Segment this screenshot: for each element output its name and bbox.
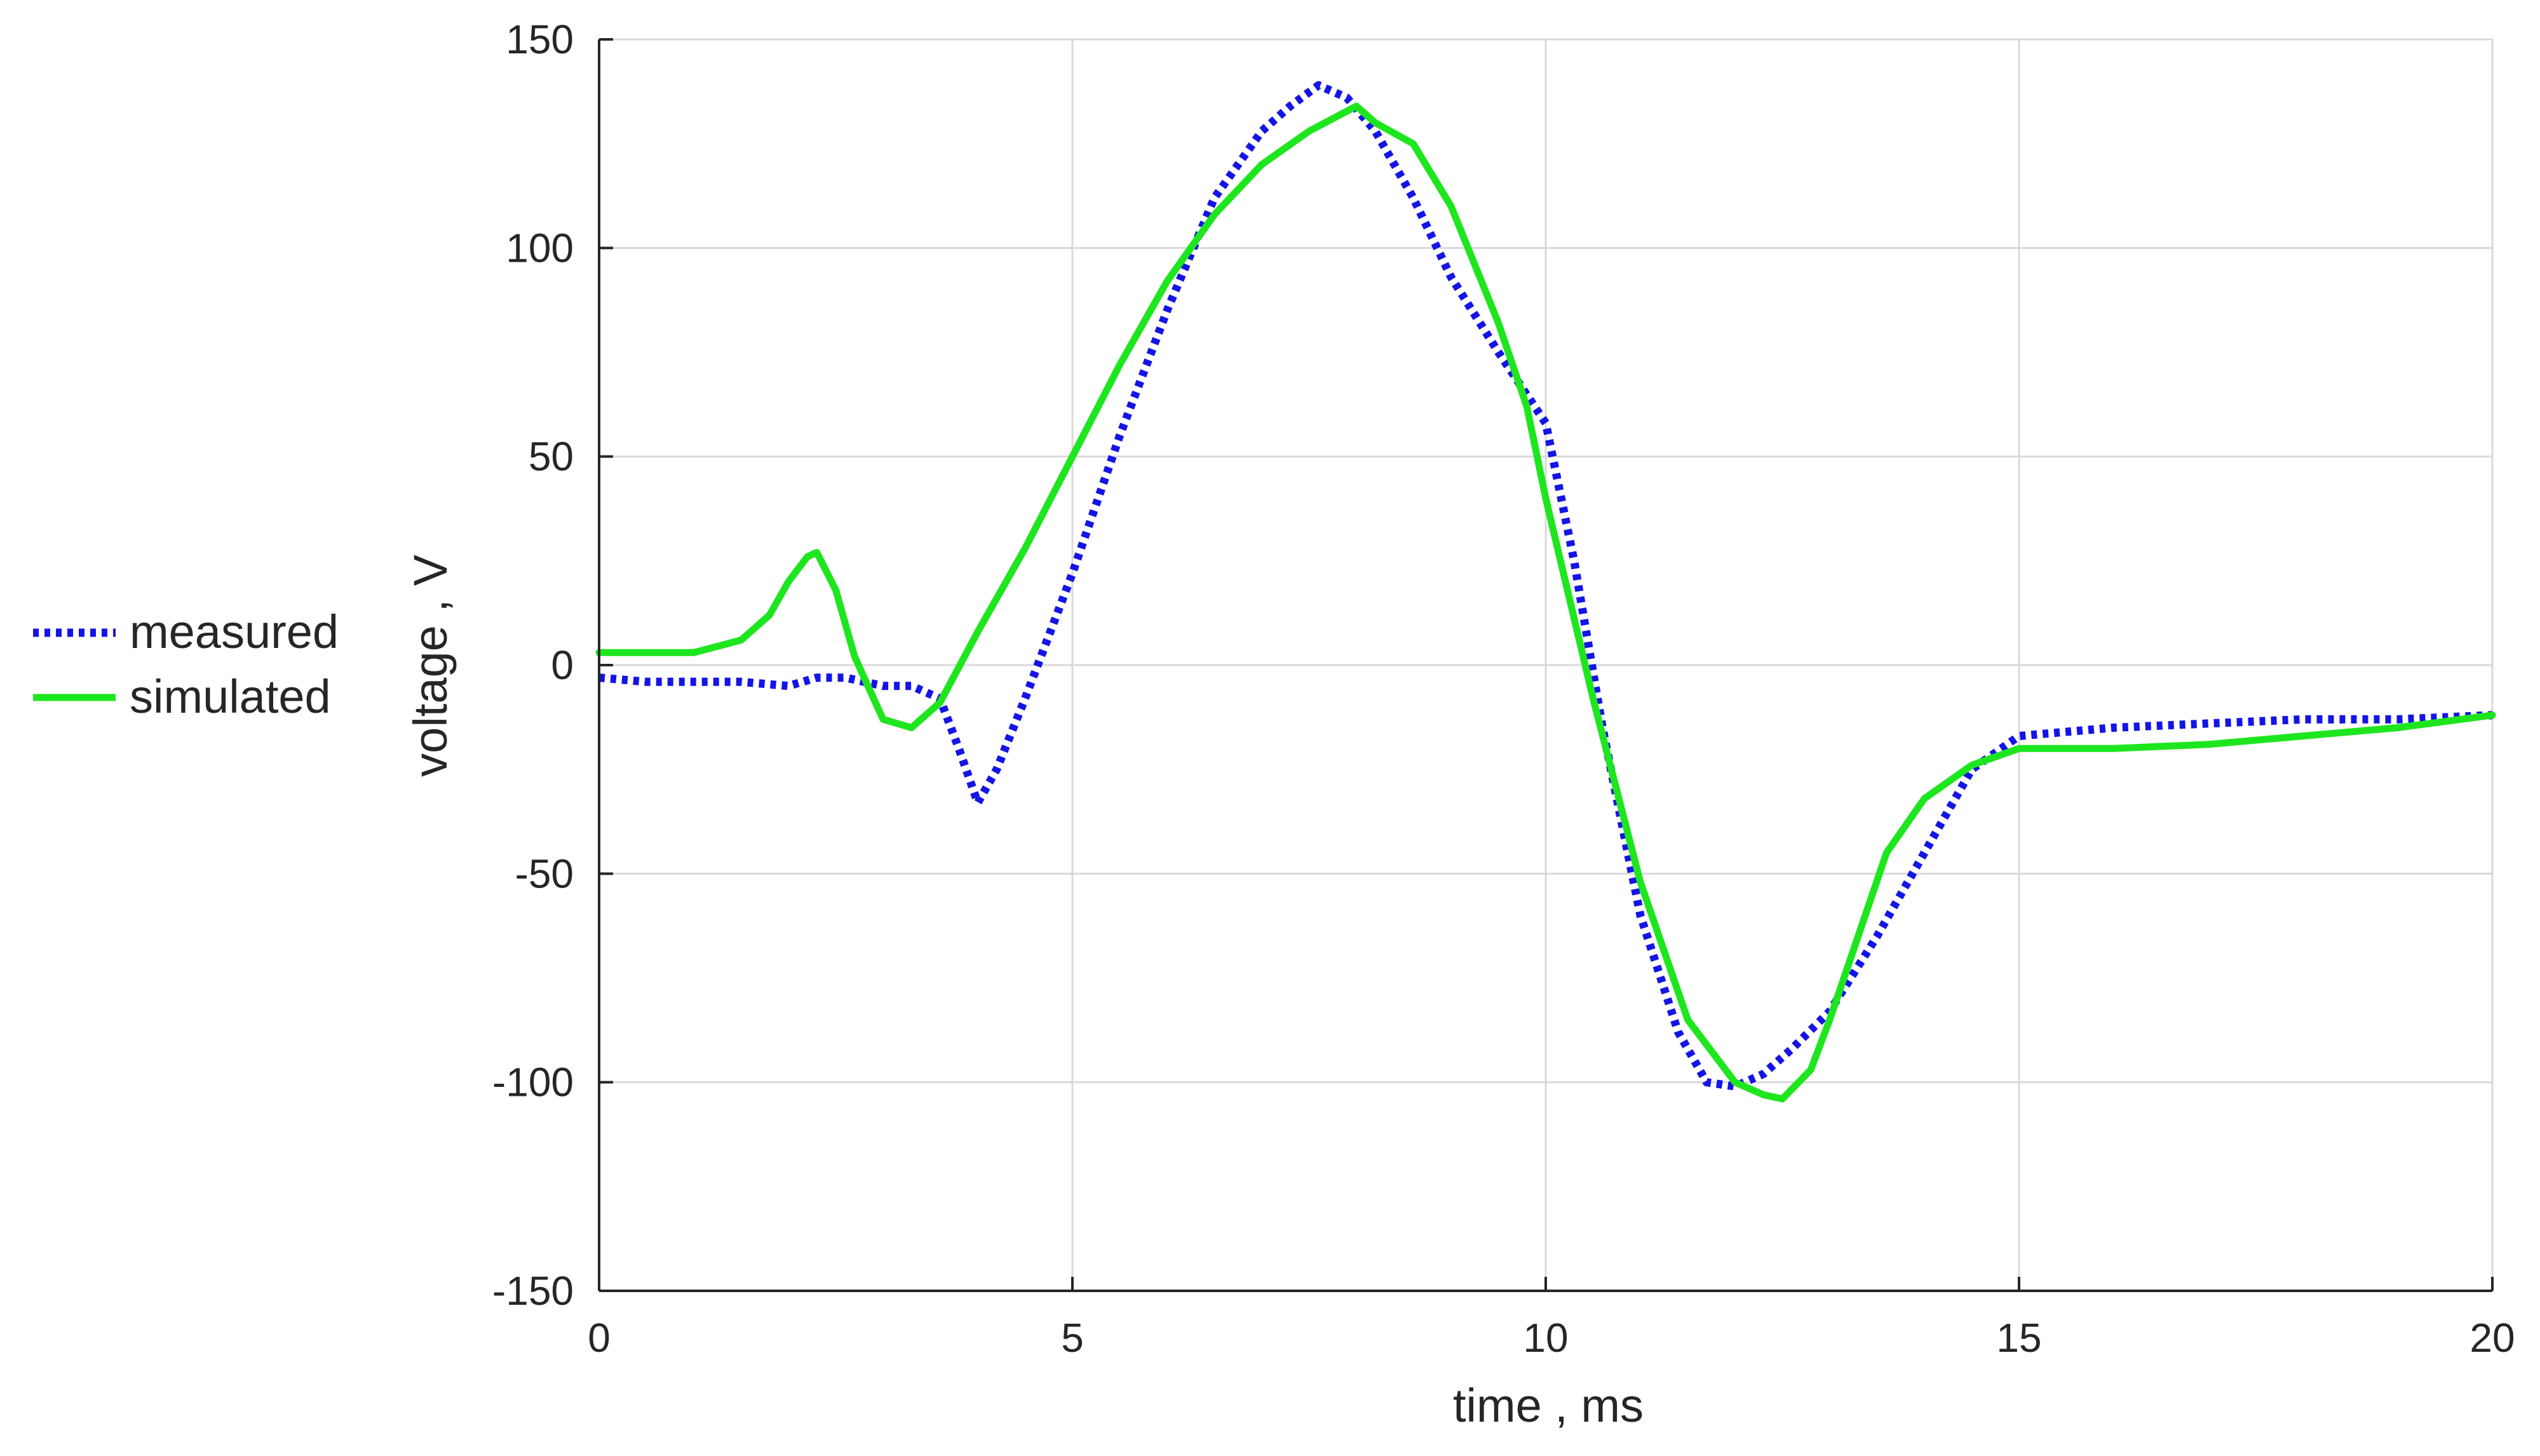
legend-label-measured: measured	[130, 605, 339, 658]
y-tick-label: -150	[492, 1268, 574, 1314]
y-tick-label: -100	[492, 1060, 574, 1105]
legend-label-simulated: simulated	[130, 670, 331, 723]
x-tick-label: 0	[588, 1315, 611, 1361]
x-tick-label: 20	[2469, 1315, 2515, 1361]
series-layer	[595, 81, 2496, 1103]
y-tick-label: 0	[551, 642, 574, 688]
series-line-simulated	[595, 102, 2496, 1103]
tick-labels: 0 5 10 15 20 -150 -100 -50 0 50 100 150	[492, 17, 2515, 1361]
y-axis-title: voltage , V	[404, 555, 457, 777]
y-tick-label: -50	[515, 851, 574, 896]
y-tick-label: 50	[529, 434, 574, 480]
legend: measured simulated	[33, 605, 339, 723]
x-tick-label: 15	[1996, 1315, 2041, 1361]
grid-lines	[598, 38, 2494, 1292]
axes	[598, 38, 2494, 1292]
x-axis-title: time , ms	[1453, 1379, 1644, 1432]
x-tick-label: 10	[1523, 1315, 1568, 1361]
x-tick-label: 5	[1061, 1315, 1084, 1361]
y-tick-label: 100	[506, 225, 574, 271]
y-tick-label: 150	[506, 17, 574, 62]
